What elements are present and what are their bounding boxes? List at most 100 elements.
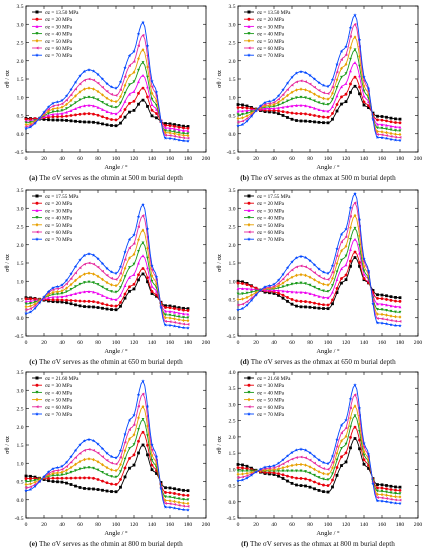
- data-point: [47, 112, 50, 115]
- data-point: [65, 98, 68, 102]
- y-tick-label: 1.0: [229, 467, 236, 473]
- data-point: [114, 490, 118, 494]
- data-point: [146, 443, 149, 447]
- data-point: [326, 307, 330, 311]
- data-point: [263, 110, 267, 113]
- data-point: [335, 86, 339, 89]
- data-point: [141, 86, 145, 90]
- x-tick-label: 160: [166, 340, 175, 346]
- data-point: [65, 107, 68, 111]
- data-point: [385, 115, 388, 119]
- data-point: [114, 112, 118, 116]
- data-point: [322, 121, 325, 125]
- data-point: [389, 120, 393, 124]
- data-point: [281, 101, 285, 105]
- data-point: [250, 290, 253, 294]
- data-point: [335, 78, 339, 82]
- data-point: [69, 454, 73, 459]
- data-point: [398, 485, 402, 489]
- data-point: [313, 285, 316, 289]
- x-tick-label: 20: [253, 340, 259, 346]
- caption-letter: (c): [29, 358, 38, 366]
- data-point: [92, 120, 95, 124]
- data-point: [123, 258, 127, 262]
- data-point: [173, 496, 176, 500]
- data-point: [114, 283, 118, 288]
- data-point: [380, 496, 384, 500]
- data-point: [164, 502, 167, 505]
- data-point: [105, 273, 109, 277]
- data-point: [331, 97, 334, 101]
- data-point: [308, 292, 312, 295]
- data-point: [92, 290, 95, 294]
- data-point: [101, 115, 104, 119]
- y-tick-label: -0.5: [15, 334, 24, 340]
- legend-entry: σz = 60 MPa: [257, 405, 285, 411]
- data-point: [299, 299, 303, 303]
- data-point: [349, 416, 352, 420]
- y-tick-label: 2.0: [229, 435, 236, 441]
- data-point: [295, 119, 298, 122]
- data-point: [137, 68, 140, 72]
- data-point: [101, 306, 104, 310]
- data-point: [101, 470, 104, 474]
- data-point: [250, 296, 253, 300]
- data-point: [137, 278, 140, 282]
- legend-entry: σz = 40 MPa: [45, 216, 73, 222]
- data-point: [268, 472, 271, 476]
- data-point: [312, 454, 317, 458]
- data-point: [83, 120, 86, 124]
- data-point: [159, 481, 163, 484]
- data-point: [385, 484, 388, 487]
- data-point: [146, 280, 149, 284]
- data-point: [394, 494, 397, 499]
- x-tick-label: 100: [324, 340, 333, 346]
- data-point: [236, 303, 240, 307]
- y-tick-label: 2.5: [17, 225, 24, 231]
- data-point: [299, 447, 303, 451]
- y-tick-label: 3.5: [17, 4, 24, 10]
- y-tick-label: 2.5: [17, 407, 24, 413]
- legend-marker: [247, 53, 251, 57]
- data-point: [78, 74, 82, 78]
- x-tick-label: 0: [25, 156, 28, 162]
- data-point: [119, 108, 122, 112]
- data-point: [69, 109, 73, 112]
- data-point: [168, 313, 172, 317]
- data-point: [326, 478, 330, 482]
- data-point: [74, 303, 77, 307]
- data-point: [290, 282, 294, 286]
- data-point: [290, 481, 294, 485]
- data-point: [110, 304, 113, 308]
- data-point: [141, 33, 145, 37]
- data-point: [398, 492, 402, 496]
- data-point: [181, 507, 186, 512]
- data-point: [123, 250, 127, 254]
- data-point: [73, 264, 78, 269]
- y-tick-label: 1.5: [17, 77, 24, 83]
- legend-entry: σz = 60 MPa: [257, 46, 285, 52]
- data-point: [87, 103, 91, 107]
- data-point: [353, 437, 357, 440]
- x-axis-label: Angle / °: [104, 348, 128, 355]
- data-point: [168, 136, 172, 140]
- data-point: [313, 92, 316, 96]
- series-1: [24, 443, 190, 494]
- data-point: [74, 476, 77, 480]
- data-point: [353, 383, 357, 387]
- data-point: [164, 306, 167, 309]
- data-point: [304, 265, 307, 269]
- data-point: [168, 134, 172, 137]
- data-point: [375, 135, 380, 139]
- data-point: [136, 392, 141, 397]
- data-point: [51, 118, 55, 122]
- data-point: [82, 69, 87, 73]
- data-point: [92, 457, 95, 462]
- data-point: [83, 112, 86, 116]
- x-tick-label: 60: [77, 156, 83, 162]
- data-point: [146, 256, 149, 260]
- data-point: [344, 235, 348, 239]
- data-point: [51, 471, 55, 476]
- y-tick-label: 0.5: [17, 480, 24, 486]
- data-point: [87, 77, 91, 81]
